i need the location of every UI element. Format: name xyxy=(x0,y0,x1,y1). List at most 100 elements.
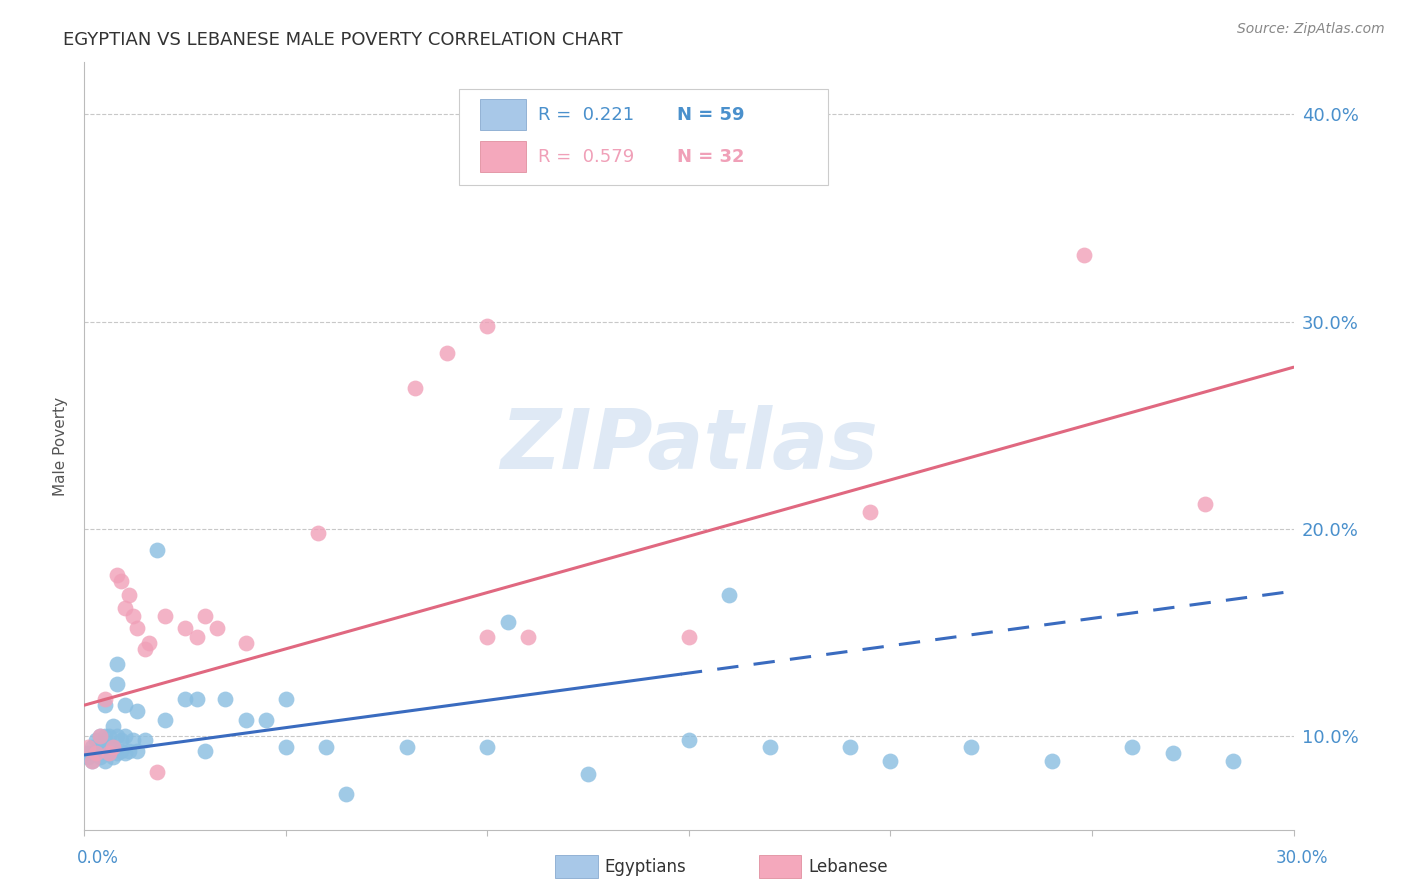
Point xyxy=(77,739,100,754)
Point xyxy=(274,739,297,754)
Text: Egyptians: Egyptians xyxy=(605,858,686,876)
Point xyxy=(194,609,217,624)
FancyBboxPatch shape xyxy=(479,99,526,130)
Point xyxy=(254,713,277,727)
Point xyxy=(153,609,176,624)
Point xyxy=(678,733,700,747)
Point xyxy=(186,630,208,644)
FancyBboxPatch shape xyxy=(460,89,828,186)
Point xyxy=(110,744,132,758)
Point xyxy=(1194,497,1216,511)
Text: EGYPTIAN VS LEBANESE MALE POVERTY CORRELATION CHART: EGYPTIAN VS LEBANESE MALE POVERTY CORREL… xyxy=(63,31,623,49)
Point xyxy=(146,542,169,557)
Point xyxy=(101,739,124,754)
Point xyxy=(1040,754,1063,768)
Point xyxy=(138,636,160,650)
Point xyxy=(477,739,499,754)
Point xyxy=(235,713,257,727)
Point xyxy=(477,630,499,644)
Point xyxy=(89,739,111,754)
Point xyxy=(97,746,120,760)
Point xyxy=(93,744,115,758)
Point xyxy=(97,739,120,754)
Point xyxy=(101,739,124,754)
Point xyxy=(960,739,983,754)
Point xyxy=(86,744,108,758)
Point xyxy=(105,657,128,671)
Point xyxy=(114,698,136,713)
Point xyxy=(118,588,141,602)
Text: 30.0%: 30.0% xyxy=(1277,849,1329,867)
Point xyxy=(134,642,156,657)
Point xyxy=(1121,739,1143,754)
Point xyxy=(114,746,136,760)
Point xyxy=(315,739,337,754)
Point xyxy=(105,746,128,760)
Text: Lebanese: Lebanese xyxy=(808,858,889,876)
Point xyxy=(1222,754,1244,768)
Text: N = 32: N = 32 xyxy=(676,148,744,166)
Point xyxy=(121,609,143,624)
Point xyxy=(93,692,115,706)
Point xyxy=(235,636,257,650)
Point xyxy=(86,746,108,760)
Text: 0.0%: 0.0% xyxy=(77,849,120,867)
Point xyxy=(77,750,100,764)
Point xyxy=(174,622,197,636)
Point xyxy=(214,692,236,706)
Point xyxy=(146,764,169,779)
Point xyxy=(118,744,141,758)
Point xyxy=(114,729,136,743)
Point xyxy=(110,733,132,747)
Y-axis label: Male Poverty: Male Poverty xyxy=(53,396,69,496)
Point xyxy=(97,729,120,743)
Point xyxy=(82,754,104,768)
Text: ZIPatlas: ZIPatlas xyxy=(501,406,877,486)
Point xyxy=(86,733,108,747)
Point xyxy=(93,698,115,713)
Point xyxy=(879,754,901,768)
Point xyxy=(496,615,519,630)
Point xyxy=(436,345,458,359)
Point xyxy=(105,729,128,743)
Point xyxy=(89,729,111,743)
Point xyxy=(97,746,120,760)
Point xyxy=(174,692,197,706)
Point xyxy=(134,733,156,747)
Point xyxy=(274,692,297,706)
Point xyxy=(105,567,128,582)
Point xyxy=(93,729,115,743)
Point xyxy=(839,739,862,754)
Point xyxy=(89,729,111,743)
Point xyxy=(576,766,599,780)
Point xyxy=(82,754,104,768)
Point xyxy=(678,630,700,644)
Text: R =  0.579: R = 0.579 xyxy=(538,148,634,166)
FancyBboxPatch shape xyxy=(479,142,526,172)
Point xyxy=(153,713,176,727)
Point xyxy=(186,692,208,706)
Point xyxy=(110,574,132,588)
Point xyxy=(93,754,115,768)
Point xyxy=(125,622,148,636)
Text: Source: ZipAtlas.com: Source: ZipAtlas.com xyxy=(1237,22,1385,37)
Point xyxy=(758,739,780,754)
Point xyxy=(125,744,148,758)
Point xyxy=(516,630,538,644)
Point xyxy=(335,787,357,801)
Point xyxy=(125,705,148,719)
Point xyxy=(859,505,882,519)
Point xyxy=(207,622,229,636)
Point xyxy=(194,744,217,758)
Point xyxy=(77,746,100,760)
Point xyxy=(101,719,124,733)
Point xyxy=(121,733,143,747)
Point xyxy=(477,318,499,333)
Point xyxy=(404,381,426,395)
Point xyxy=(114,600,136,615)
Point xyxy=(89,750,111,764)
Point xyxy=(395,739,418,754)
Point xyxy=(105,677,128,691)
Point xyxy=(1073,248,1095,262)
Point xyxy=(307,526,329,541)
